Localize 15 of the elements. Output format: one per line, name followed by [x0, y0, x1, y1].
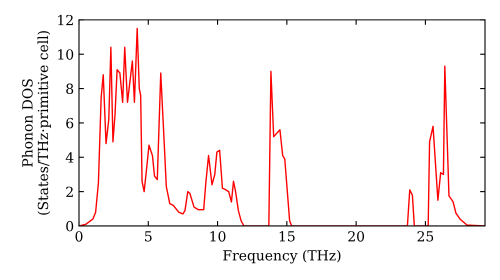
x-axis-title: Frequency (THz): [223, 250, 340, 264]
x-tick-label: 25: [418, 231, 434, 242]
y-tick-label: 0: [66, 220, 74, 232]
y-axis-title: Phonon DOS (States/THz·primitive cell): [22, 31, 51, 215]
x-tick-label: 20: [348, 231, 364, 242]
y-tick-label: 12: [58, 14, 73, 26]
x-tick-label: 15: [280, 231, 295, 242]
x-tick-label: 10: [210, 231, 226, 242]
x-tick-label: 5: [145, 231, 152, 242]
y-tick-label: 8: [66, 84, 74, 94]
y-tick-label: 2: [66, 186, 73, 197]
y-tick-label: 10: [58, 49, 74, 60]
y-tick-label: 6: [66, 118, 74, 128]
y-tick-label: 4: [66, 152, 74, 163]
x-tick-label: 0: [75, 231, 82, 242]
